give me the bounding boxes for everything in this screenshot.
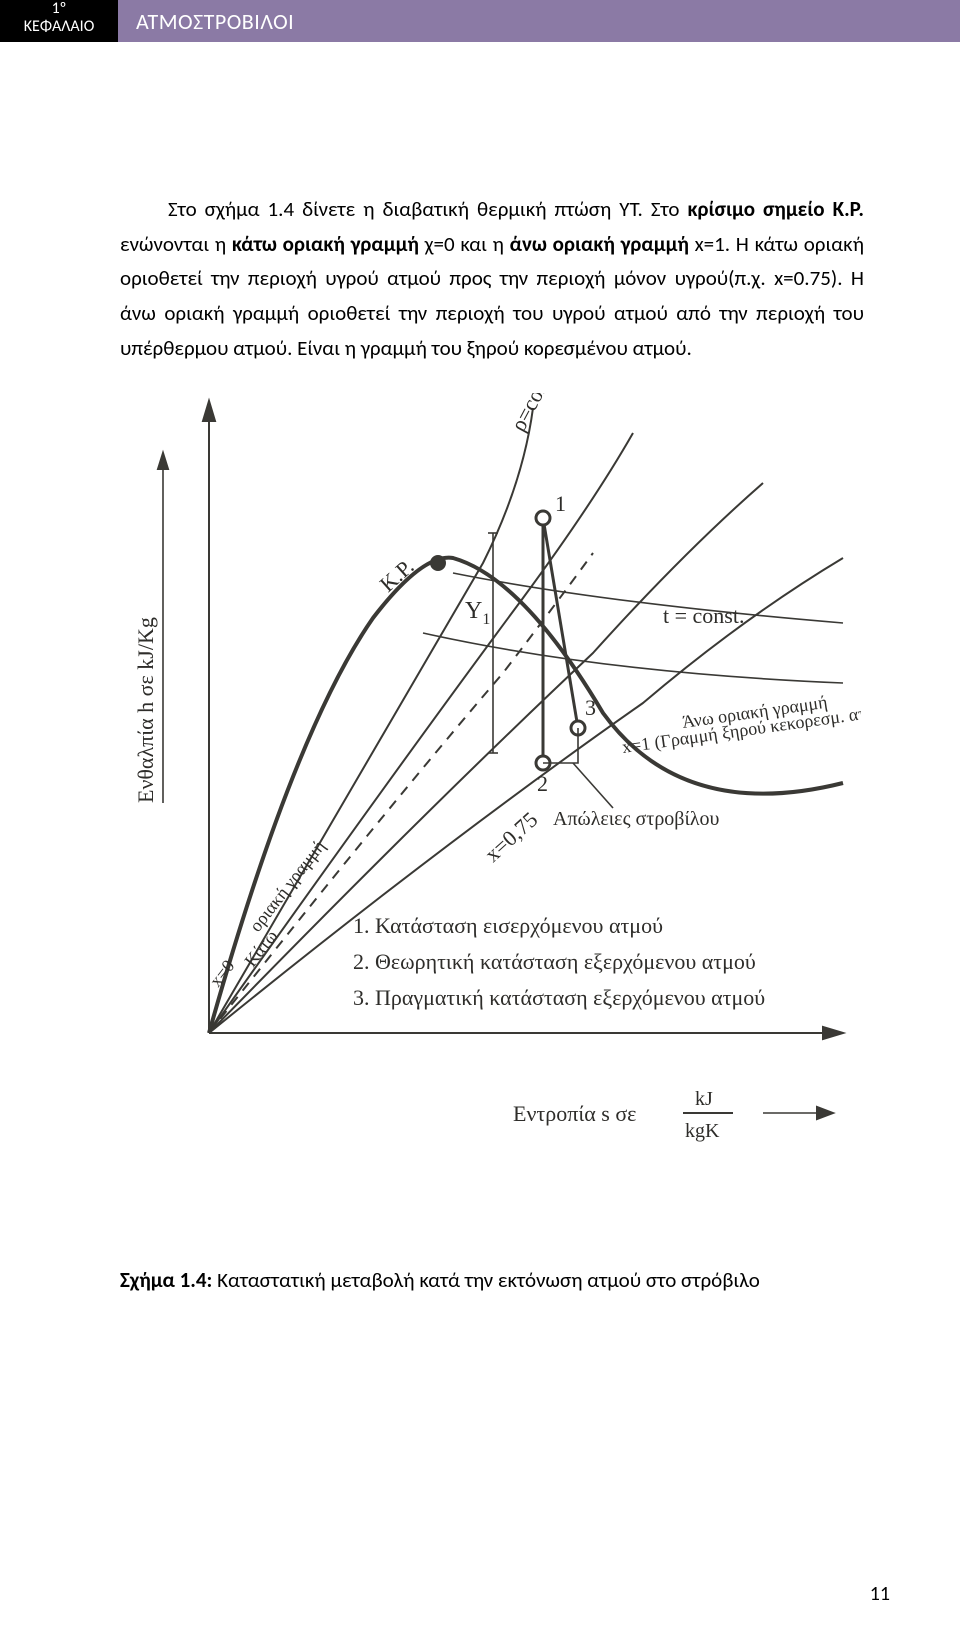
body-paragraph: Στο σχήμα 1.4 δίνετε η διαβατική θερμική… <box>120 192 864 365</box>
legend-3: 3. Πραγματική κατάσταση εξερχόμενου ατμο… <box>353 985 765 1010</box>
y1-label: Y1 <box>465 598 490 628</box>
x075-label: x=0,75 <box>480 807 543 867</box>
point-2-label: 2 <box>537 771 548 796</box>
legend-1: 1. Κατάσταση εισερχόμενου ατμού <box>353 913 663 938</box>
chapter-word: ΚΕΦΑΛΑΙΟ <box>0 18 118 36</box>
header-title: ΑΤΜΟΣΤΡΟΒΙΛΟΙ <box>136 8 294 35</box>
kp-label: K.P. <box>375 554 419 597</box>
y-axis-label: Ενθαλπία h σε kJ/Kg <box>133 617 158 803</box>
para-text: ενώνονται η <box>120 231 232 257</box>
x-axis-label: Εντροπία s σε <box>513 1101 636 1126</box>
chapter-tab: 1º ΚΕΦΑΛΑΙΟ <box>0 0 118 42</box>
caption-text: Καταστατική μεταβολή κατά την εκτόνωση α… <box>212 1267 760 1293</box>
thermo-diagram-svg: Ενθαλπία h σε kJ/Kg ρ=const. Y1 1 2 3 t … <box>123 393 861 1213</box>
caption-label: Σχήμα 1.4: <box>120 1267 212 1293</box>
chapter-number: 1º <box>0 0 118 18</box>
page-number: 11 <box>870 1582 890 1606</box>
figure-caption: Σχήμα 1.4: Καταστατική μεταβολή κατά την… <box>120 1267 864 1293</box>
lower-boundary2-label: οριακή γραμμή <box>245 836 329 935</box>
para-text: χ=0 και η <box>419 231 510 257</box>
legend-2: 2. Θεωρητική κατάσταση εξερχόμενου ατμού <box>353 949 756 974</box>
point-1-label: 1 <box>555 491 566 516</box>
losses-label: Απώλειες στροβίλου <box>553 808 720 830</box>
point-3-label: 3 <box>585 695 596 720</box>
x0-label: x=0 <box>205 956 238 991</box>
figure-diagram: Ενθαλπία h σε kJ/Kg ρ=const. Y1 1 2 3 t … <box>123 393 861 1213</box>
para-text: Στο σχήμα 1.4 δίνετε η διαβατική θερμική… <box>168 196 688 222</box>
x-axis-unit-den: kgK <box>685 1120 720 1142</box>
page-content: Στο σχήμα 1.4 δίνετε η διαβατική θερμική… <box>0 42 960 1293</box>
p-const-label: ρ=const. <box>505 393 562 435</box>
para-bold: κρίσιμο σημείο Κ.Ρ. <box>688 196 865 222</box>
figure-block: Ενθαλπία h σε kJ/Kg ρ=const. Y1 1 2 3 t … <box>120 393 864 1293</box>
para-bold: άνω οριακή γραμμή <box>510 231 689 257</box>
para-bold: κάτω οριακή γραμμή <box>232 231 419 257</box>
t-const-label: t = const. <box>663 603 744 628</box>
page-header: 1º ΚΕΦΑΛΑΙΟ ΑΤΜΟΣΤΡΟΒΙΛΟΙ <box>0 0 960 42</box>
x-axis-unit-num: kJ <box>695 1088 713 1110</box>
